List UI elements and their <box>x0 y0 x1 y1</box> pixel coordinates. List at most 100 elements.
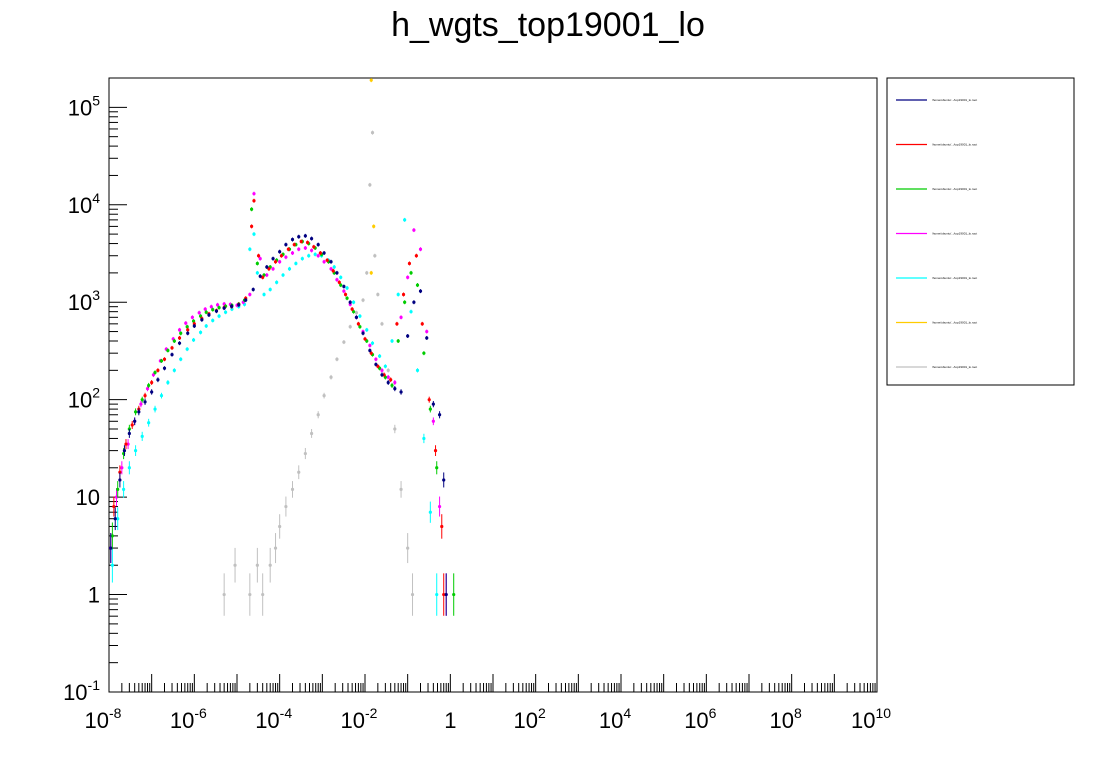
data-point <box>354 311 359 315</box>
data-point <box>428 407 432 411</box>
data-point <box>271 257 275 261</box>
data-point <box>368 183 372 187</box>
y-tick-label: 102 <box>68 385 100 413</box>
data-point <box>184 321 188 325</box>
data-point <box>156 368 160 372</box>
data-point <box>342 340 346 344</box>
data-point <box>437 504 442 509</box>
data-point <box>209 305 213 309</box>
data-point <box>316 413 320 417</box>
data-point <box>368 348 372 353</box>
data-point <box>358 314 362 318</box>
data-point <box>415 368 420 372</box>
data-point <box>376 292 380 297</box>
data-point <box>309 431 314 436</box>
data-point <box>368 343 372 348</box>
data-point <box>278 524 282 529</box>
data-point <box>365 328 369 332</box>
data-point <box>153 370 157 375</box>
data-point <box>422 436 426 441</box>
data-point <box>316 254 320 258</box>
data-point <box>127 431 131 436</box>
data-point <box>427 398 431 402</box>
data-point <box>261 592 265 597</box>
data-point <box>318 251 322 255</box>
data-point <box>159 394 164 398</box>
data-point <box>343 292 348 297</box>
data-point <box>422 351 426 355</box>
data-point <box>248 592 252 597</box>
data-point <box>297 470 301 474</box>
data-point <box>354 315 359 319</box>
data-point <box>452 592 456 597</box>
data-point <box>215 303 220 307</box>
data-point <box>386 375 390 379</box>
data-point <box>133 419 137 423</box>
data-point <box>442 478 446 482</box>
data-point <box>431 402 435 406</box>
data-point <box>329 267 333 271</box>
data-point <box>431 419 435 423</box>
data-point <box>410 592 415 597</box>
legend-label: /home/ubuntu/.../top19001_lo.root <box>932 98 977 102</box>
data-point <box>197 311 201 315</box>
data-point <box>255 271 259 275</box>
data-point <box>137 410 141 414</box>
data-point <box>116 487 120 491</box>
data-point <box>370 131 375 135</box>
data-point <box>120 466 124 470</box>
data-point <box>190 315 194 319</box>
data-point <box>271 267 275 271</box>
y-tick-label: 10-1 <box>63 677 100 705</box>
data-point <box>166 380 170 385</box>
data-point <box>118 470 122 474</box>
data-point <box>316 243 320 247</box>
data-point <box>401 292 406 297</box>
data-point <box>140 398 144 402</box>
x-tick-label: 10-4 <box>255 705 292 733</box>
legend-label: /home/ubuntu/.../top19001_lo.root <box>932 276 977 280</box>
data-point <box>258 274 262 278</box>
data-point <box>116 517 120 521</box>
data-point <box>127 466 131 470</box>
data-point <box>244 298 248 302</box>
data-point <box>118 478 122 482</box>
data-point <box>369 78 373 82</box>
data-point <box>435 466 439 470</box>
data-point <box>396 339 400 343</box>
series-5 <box>369 78 376 275</box>
data-point <box>217 314 221 318</box>
legend-label: /home/ubuntu/.../top19001_lo.root <box>932 365 977 369</box>
data-point <box>309 248 314 253</box>
y-tick-label: 1 <box>88 583 100 608</box>
data-point <box>268 287 272 292</box>
data-point <box>140 434 144 438</box>
data-point <box>374 357 378 361</box>
data-point <box>309 236 314 241</box>
data-point <box>386 368 390 372</box>
data-point <box>248 292 252 297</box>
x-tick-label: 1 <box>444 708 456 733</box>
data-point <box>374 362 378 367</box>
legend-label: /home/ubuntu/.../top19001_lo.root <box>932 187 977 191</box>
data-point <box>406 275 410 279</box>
data-point <box>380 373 384 377</box>
data-point <box>339 283 343 287</box>
data-point <box>156 378 160 382</box>
data-point <box>339 275 343 279</box>
data-point <box>255 563 259 567</box>
series-0 <box>109 233 448 616</box>
y-tick-label: 103 <box>68 287 100 315</box>
data-point <box>444 592 448 597</box>
series-layer <box>109 78 456 616</box>
data-point <box>335 278 339 282</box>
series-2 <box>110 207 456 616</box>
data-point <box>177 336 182 340</box>
data-point <box>124 442 128 446</box>
data-point <box>159 359 164 363</box>
data-point <box>290 251 295 255</box>
data-point <box>369 271 373 275</box>
data-point <box>211 308 215 312</box>
data-point <box>313 252 317 256</box>
data-point <box>406 546 410 550</box>
